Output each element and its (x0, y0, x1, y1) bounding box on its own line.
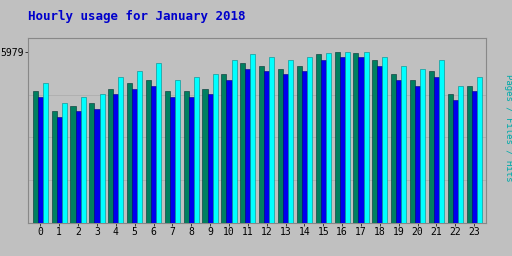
Bar (353, 52, 358, 223)
Bar (326, 53, 331, 223)
Bar (113, 94, 118, 223)
Bar (307, 57, 312, 223)
Bar (108, 89, 113, 223)
Bar (466, 86, 472, 223)
Bar (453, 100, 458, 223)
Bar (175, 80, 180, 223)
Text: Hourly usage for January 2018: Hourly usage for January 2018 (28, 10, 246, 23)
Bar (297, 66, 302, 223)
Bar (396, 80, 401, 223)
Bar (458, 86, 463, 223)
Bar (377, 66, 382, 223)
Bar (146, 80, 151, 223)
Bar (302, 71, 307, 223)
Bar (278, 69, 283, 223)
Bar (420, 69, 425, 223)
Bar (269, 57, 274, 223)
Bar (38, 97, 43, 223)
Bar (203, 89, 207, 223)
Bar (184, 91, 189, 223)
Bar (170, 97, 175, 223)
Bar (240, 63, 245, 223)
Bar (207, 94, 212, 223)
Bar (127, 83, 132, 223)
Bar (43, 83, 48, 223)
Bar (288, 60, 293, 223)
Bar (321, 60, 326, 223)
Bar (477, 77, 482, 223)
Bar (415, 86, 420, 223)
Bar (165, 91, 170, 223)
Bar (283, 74, 288, 223)
Bar (137, 71, 142, 223)
Bar (118, 77, 123, 223)
Bar (226, 80, 231, 223)
Bar (132, 89, 137, 223)
Bar (410, 80, 415, 223)
Bar (71, 106, 76, 223)
Bar (339, 57, 345, 223)
Bar (358, 57, 364, 223)
Bar (33, 91, 38, 223)
Bar (212, 74, 218, 223)
Bar (259, 66, 264, 223)
Bar (391, 74, 396, 223)
Bar (194, 77, 199, 223)
Bar (52, 111, 57, 223)
Bar (156, 63, 161, 223)
Bar (250, 54, 255, 223)
Bar (245, 69, 250, 223)
Bar (345, 52, 350, 223)
Bar (76, 111, 81, 223)
Bar (151, 86, 156, 223)
Bar (364, 52, 369, 223)
Bar (231, 60, 237, 223)
Bar (57, 117, 62, 223)
Bar (334, 52, 339, 223)
Text: Pages / Files / Hits: Pages / Files / Hits (504, 74, 512, 182)
Bar (472, 91, 477, 223)
Bar (221, 74, 226, 223)
Bar (401, 66, 407, 223)
Bar (189, 97, 194, 223)
Bar (447, 94, 453, 223)
Bar (81, 97, 86, 223)
Bar (90, 103, 94, 223)
Bar (315, 54, 321, 223)
Bar (382, 57, 388, 223)
Bar (439, 60, 444, 223)
Bar (372, 60, 377, 223)
Bar (434, 77, 439, 223)
Bar (62, 103, 67, 223)
Bar (264, 71, 269, 223)
Bar (429, 71, 434, 223)
Bar (94, 109, 99, 223)
Bar (99, 94, 104, 223)
